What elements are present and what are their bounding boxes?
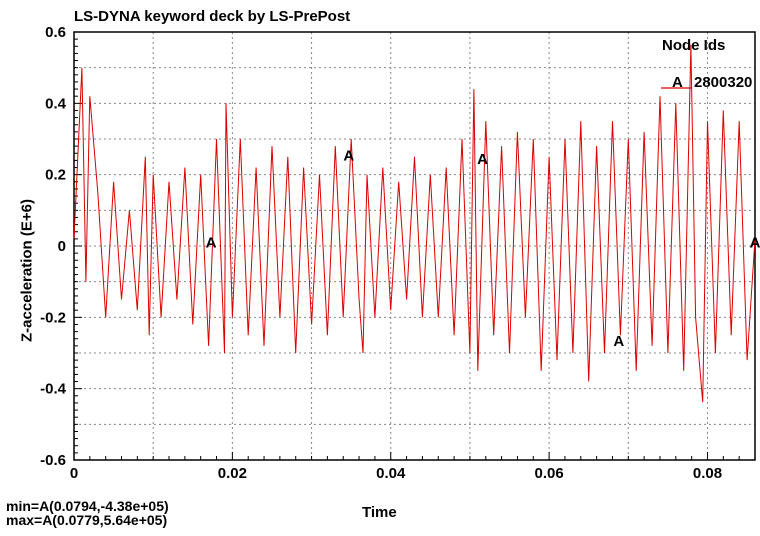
- y-axis-ticks: 0.6 0.4 0.2 0 -0.2 -0.4 -0.6: [40, 24, 82, 469]
- series-marker: A: [750, 234, 760, 251]
- y-tick-label: 0.2: [45, 167, 66, 184]
- y-tick-label: -0.6: [40, 452, 66, 469]
- grid-lines: [74, 32, 755, 460]
- series-marker: A: [343, 147, 354, 164]
- max-stat: max=A(0.0779,5.64e+05): [6, 512, 168, 528]
- series-marker: A: [206, 234, 217, 251]
- series-layer: [73, 44, 756, 403]
- y-tick-label: 0: [58, 238, 66, 255]
- legend-title: Node Ids: [662, 37, 726, 54]
- legend-marker: A: [672, 74, 683, 91]
- min-stat: min=A(0.0794,-4.38e+05): [6, 498, 169, 514]
- series-line-2800320: [73, 44, 756, 403]
- y-axis-label: Z-acceleration (E+6): [18, 199, 36, 342]
- x-axis-ticks: 0 0.02 0.04 0.06 0.08: [70, 452, 756, 482]
- x-tick-label: 0: [70, 465, 78, 482]
- x-tick-label: 0.02: [218, 465, 247, 482]
- x-tick-label: 0.08: [693, 465, 722, 482]
- y-tick-label: -0.4: [40, 381, 67, 398]
- legend-series-name: 2800320: [694, 74, 753, 91]
- y-tick-label: -0.2: [40, 309, 66, 326]
- x-tick-label: 0.04: [376, 465, 406, 482]
- series-markers: A A A A A: [206, 147, 760, 349]
- x-tick-label: 0.06: [535, 465, 564, 482]
- chart-title: LS-DYNA keyword deck by LS-PrePost: [74, 8, 351, 25]
- y-tick-label: 0.4: [45, 95, 67, 112]
- series-marker: A: [613, 333, 624, 350]
- series-marker: A: [477, 151, 488, 168]
- y-tick-label: 0.6: [45, 24, 66, 41]
- x-axis-label: Time: [362, 504, 397, 521]
